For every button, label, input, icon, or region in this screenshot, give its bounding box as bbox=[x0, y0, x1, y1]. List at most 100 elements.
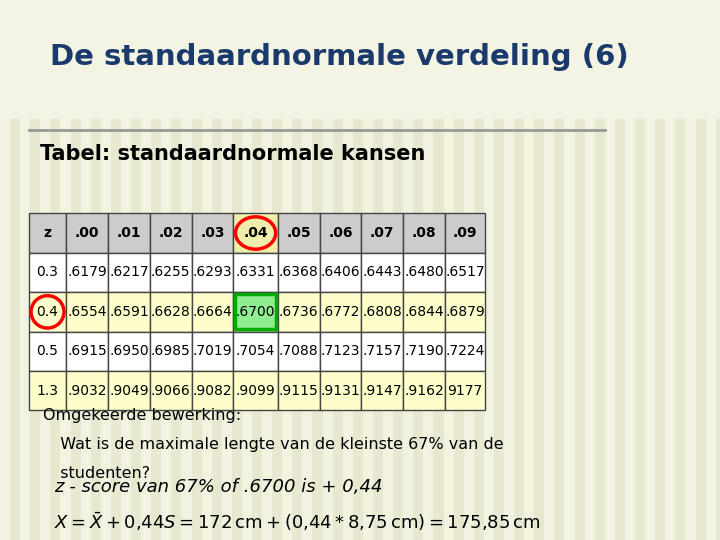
Text: .6331: .6331 bbox=[235, 266, 276, 279]
Bar bbox=[66, 371, 108, 410]
Bar bbox=[403, 213, 445, 253]
Bar bbox=[320, 253, 361, 292]
Text: .9131: .9131 bbox=[320, 384, 361, 397]
Bar bbox=[635, 0, 645, 540]
Bar bbox=[161, 0, 171, 540]
Bar bbox=[312, 0, 323, 540]
Bar bbox=[615, 0, 625, 540]
Bar bbox=[71, 0, 81, 540]
Bar bbox=[445, 371, 485, 410]
Text: .6406: .6406 bbox=[320, 266, 361, 279]
Bar bbox=[433, 0, 444, 540]
Bar bbox=[150, 292, 192, 332]
Bar bbox=[252, 0, 262, 540]
Bar bbox=[564, 0, 575, 540]
Bar bbox=[150, 213, 192, 253]
Bar bbox=[192, 213, 233, 253]
Bar bbox=[131, 0, 141, 540]
Bar bbox=[233, 292, 278, 332]
Bar bbox=[464, 0, 474, 540]
Text: 0.5: 0.5 bbox=[37, 345, 58, 358]
Bar bbox=[232, 0, 242, 540]
Text: .6772: .6772 bbox=[321, 305, 360, 319]
Bar bbox=[91, 0, 101, 540]
Bar bbox=[494, 0, 504, 540]
Text: .01: .01 bbox=[117, 226, 141, 240]
Bar bbox=[474, 0, 484, 540]
Text: .6517: .6517 bbox=[445, 266, 485, 279]
Bar bbox=[29, 253, 66, 292]
Bar bbox=[706, 0, 716, 540]
Bar bbox=[361, 292, 403, 332]
Bar bbox=[171, 0, 181, 540]
Bar bbox=[363, 0, 373, 540]
Bar bbox=[150, 371, 192, 410]
Text: .9049: .9049 bbox=[109, 384, 149, 397]
Bar bbox=[445, 253, 485, 292]
Text: .6293: .6293 bbox=[192, 266, 233, 279]
Bar bbox=[320, 371, 361, 410]
Text: .6915: .6915 bbox=[67, 345, 107, 358]
Text: .02: .02 bbox=[158, 226, 183, 240]
Text: z - score van 67% of .6700 is + 0,44: z - score van 67% of .6700 is + 0,44 bbox=[54, 478, 382, 496]
Text: .08: .08 bbox=[412, 226, 436, 240]
Text: .09: .09 bbox=[453, 226, 477, 240]
Bar bbox=[423, 0, 433, 540]
Bar bbox=[445, 292, 485, 332]
Text: .03: .03 bbox=[200, 226, 225, 240]
Bar bbox=[393, 0, 403, 540]
Bar bbox=[192, 292, 233, 332]
Bar bbox=[233, 213, 278, 253]
Bar bbox=[323, 0, 333, 540]
Text: .6985: .6985 bbox=[150, 345, 191, 358]
Bar bbox=[50, 0, 60, 540]
Bar bbox=[212, 0, 222, 540]
Bar bbox=[403, 332, 445, 371]
Bar bbox=[278, 253, 320, 292]
Bar bbox=[233, 371, 278, 410]
Bar bbox=[333, 0, 343, 540]
Text: .9066: .9066 bbox=[150, 384, 191, 397]
Text: 0.4: 0.4 bbox=[37, 305, 58, 319]
Text: 1.3: 1.3 bbox=[37, 384, 58, 397]
Bar bbox=[403, 371, 445, 410]
Bar bbox=[222, 0, 232, 540]
Bar bbox=[403, 253, 445, 292]
Bar bbox=[0, 0, 720, 119]
Bar bbox=[30, 0, 40, 540]
Bar bbox=[320, 213, 361, 253]
Bar bbox=[585, 0, 595, 540]
Bar bbox=[81, 0, 91, 540]
Bar bbox=[278, 332, 320, 371]
Bar bbox=[534, 0, 544, 540]
Bar bbox=[278, 213, 320, 253]
Text: .7019: .7019 bbox=[192, 345, 233, 358]
Bar bbox=[302, 0, 312, 540]
Bar bbox=[696, 0, 706, 540]
Text: .9147: .9147 bbox=[362, 384, 402, 397]
Text: .6591: .6591 bbox=[109, 305, 149, 319]
Bar bbox=[242, 0, 252, 540]
Bar bbox=[373, 0, 383, 540]
Text: .6664: .6664 bbox=[192, 305, 233, 319]
Bar bbox=[685, 0, 696, 540]
Text: 0.3: 0.3 bbox=[37, 266, 58, 279]
Bar bbox=[29, 213, 66, 253]
Bar bbox=[233, 332, 278, 371]
Bar bbox=[320, 292, 361, 332]
Text: .6480: .6480 bbox=[404, 266, 444, 279]
Bar bbox=[20, 0, 30, 540]
Bar bbox=[445, 332, 485, 371]
Bar bbox=[150, 332, 192, 371]
Bar bbox=[665, 0, 675, 540]
Text: .6844: .6844 bbox=[404, 305, 444, 319]
Bar bbox=[181, 0, 192, 540]
Bar bbox=[353, 0, 363, 540]
Text: .6368: .6368 bbox=[279, 266, 319, 279]
Text: 9177: 9177 bbox=[448, 384, 482, 397]
Bar bbox=[278, 371, 320, 410]
Bar bbox=[383, 0, 393, 540]
Text: De standaardnormale verdeling (6): De standaardnormale verdeling (6) bbox=[50, 43, 629, 71]
Text: .6808: .6808 bbox=[362, 305, 402, 319]
Bar bbox=[66, 253, 108, 292]
